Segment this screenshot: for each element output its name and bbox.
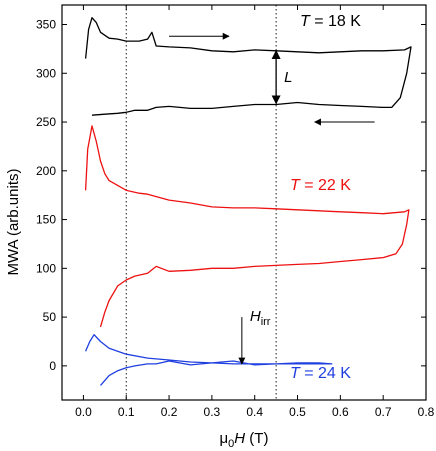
- x-tick-label: 0.3: [204, 405, 221, 419]
- x-tick-label: 0.1: [118, 405, 135, 419]
- y-tick-label: 250: [36, 115, 56, 129]
- plot-frame: [61, 4, 427, 401]
- hirr-label: Hirr: [250, 308, 271, 328]
- x-axis-title: μ0H (T): [220, 430, 269, 450]
- y-tick-label: 50: [43, 310, 57, 324]
- series-label: T = 24 K: [290, 365, 351, 382]
- L-label: L: [284, 69, 292, 86]
- y-tick-label: 300: [36, 66, 56, 80]
- x-tick-label: 0.0: [75, 405, 92, 419]
- series-label: T = 22 K: [290, 177, 351, 194]
- series-line: [85, 334, 333, 386]
- y-tick-label: 200: [36, 164, 56, 178]
- y-tick-label: 0: [49, 359, 56, 373]
- series-label: T = 18 K: [300, 13, 361, 30]
- y-axis-title: MWA (arb.units): [5, 169, 22, 276]
- x-tick-label: 0.6: [332, 405, 349, 419]
- y-tick-label: 150: [36, 213, 56, 227]
- y-tick-label: 100: [36, 261, 56, 275]
- x-tick-label: 0.4: [246, 405, 263, 419]
- y-tick-label: 350: [36, 18, 56, 32]
- x-tick-label: 0.8: [418, 405, 435, 419]
- series-line: [84, 125, 410, 328]
- x-tick-label: 0.2: [161, 405, 178, 419]
- x-tick-label: 0.7: [375, 405, 392, 419]
- x-tick-label: 0.5: [289, 405, 306, 419]
- series-line: [84, 17, 412, 116]
